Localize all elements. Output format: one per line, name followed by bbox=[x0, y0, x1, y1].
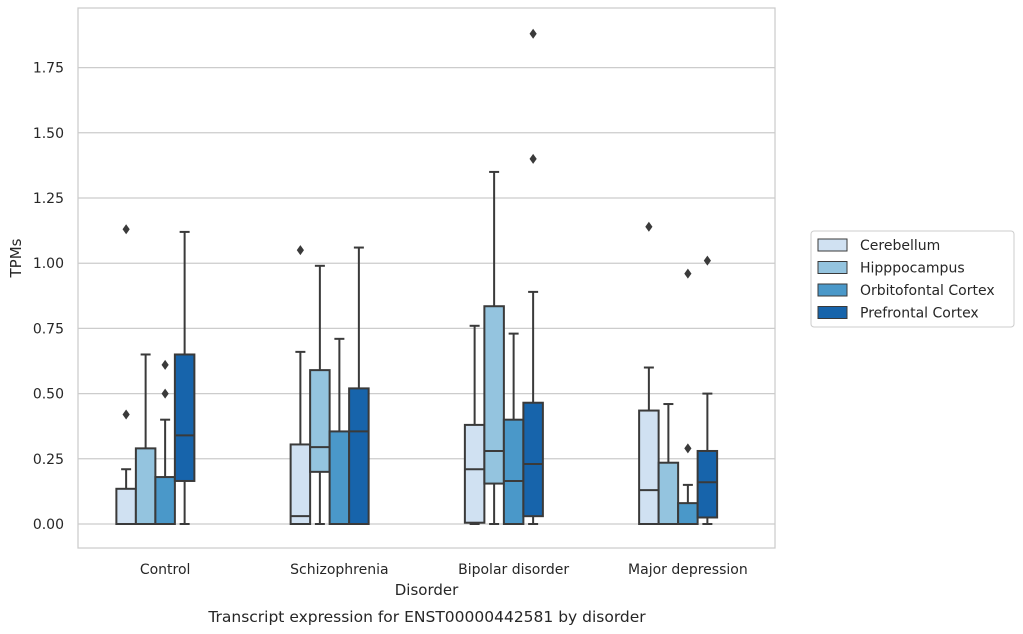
legend-label: Hipppocampus bbox=[860, 261, 965, 277]
outlier-point bbox=[529, 153, 537, 164]
box-cerebellum bbox=[115, 224, 137, 525]
y-tick-label: 0.50 bbox=[33, 387, 64, 403]
legend-swatch bbox=[817, 306, 848, 319]
outlier-point bbox=[122, 224, 130, 235]
box-body bbox=[522, 401, 544, 518]
outlier-point bbox=[122, 409, 130, 420]
chart-caption: Transcript expression for ENST0000044258… bbox=[207, 608, 646, 626]
box-cerebellum bbox=[289, 245, 312, 525]
y-tick-label: 1.50 bbox=[33, 126, 64, 142]
outlier-point bbox=[684, 443, 692, 454]
outlier-point bbox=[296, 245, 304, 256]
x-tick-label: Major depression bbox=[628, 562, 748, 578]
outlier-point bbox=[529, 28, 537, 39]
outlier-point bbox=[684, 268, 692, 279]
y-axis-label: TPMs bbox=[7, 238, 25, 278]
box-orbitofontal-cortex bbox=[502, 332, 525, 525]
legend-label: Prefrontal Cortex bbox=[860, 306, 979, 322]
box-body bbox=[328, 430, 351, 525]
y-tick-label: 0.00 bbox=[33, 517, 64, 533]
outlier-point bbox=[161, 388, 169, 399]
x-axis-label: Disorder bbox=[395, 581, 459, 599]
legend-swatch bbox=[817, 283, 848, 297]
box-orbitofontal-cortex bbox=[328, 337, 351, 525]
y-tick-label: 1.25 bbox=[33, 191, 64, 207]
legend-swatch bbox=[817, 261, 848, 274]
box-body bbox=[309, 369, 331, 473]
box-hipppocampus bbox=[483, 170, 505, 525]
box-orbitofontal-cortex bbox=[677, 268, 699, 525]
box-body bbox=[289, 443, 312, 525]
box-hipppocampus bbox=[657, 403, 680, 526]
box-body bbox=[502, 418, 525, 525]
box-body bbox=[348, 387, 370, 525]
legend-label: Cerebellum bbox=[860, 238, 940, 254]
y-tick-label: 1.75 bbox=[33, 61, 64, 77]
box-prefrontal-cortex bbox=[173, 230, 196, 525]
legend-frame bbox=[810, 230, 1015, 328]
box-prefrontal-cortex bbox=[348, 246, 370, 525]
box-body bbox=[154, 476, 176, 525]
legend-swatch bbox=[817, 238, 848, 252]
box-cerebellum bbox=[463, 324, 486, 525]
box-hipppocampus bbox=[309, 264, 331, 525]
box-prefrontal-cortex bbox=[522, 28, 544, 525]
box-prefrontal-cortex bbox=[696, 255, 719, 525]
box-body bbox=[638, 409, 660, 525]
y-tick-label: 1.00 bbox=[33, 256, 64, 272]
x-tick-label: Bipolar disorder bbox=[458, 562, 569, 578]
box-cerebellum bbox=[638, 221, 660, 525]
box-body bbox=[657, 461, 680, 526]
x-axis-ticks: Control Schizophrenia Bipolar disorder Majo… bbox=[140, 562, 748, 578]
legend: Cerebellum Hipppocampus Orbitofontal Corte… bbox=[810, 230, 1015, 328]
box-orbitofontal-cortex bbox=[154, 359, 176, 525]
plot-frame bbox=[77, 7, 776, 549]
legend-label: Orbitofontal Cortex bbox=[860, 283, 995, 299]
x-tick-label: Control bbox=[140, 562, 191, 578]
outlier-point bbox=[703, 255, 711, 266]
box-body bbox=[115, 487, 137, 525]
box-plot-area bbox=[115, 28, 719, 526]
box-body bbox=[677, 502, 699, 525]
y-tick-label: 0.25 bbox=[33, 452, 64, 468]
outlier-point bbox=[645, 221, 653, 232]
box-body bbox=[483, 305, 505, 485]
box-body bbox=[463, 423, 486, 524]
box-hipppocampus bbox=[134, 353, 157, 526]
y-tick-label: 0.75 bbox=[33, 321, 64, 337]
y-axis-ticks: 0.00 0.25 0.50 0.75 1.00 1.25 1.50 1.75 bbox=[33, 61, 64, 533]
box-body bbox=[134, 447, 157, 526]
box-body bbox=[173, 353, 196, 482]
x-tick-label: Schizophrenia bbox=[290, 562, 388, 578]
outlier-point bbox=[161, 359, 169, 370]
box-body bbox=[696, 449, 719, 519]
